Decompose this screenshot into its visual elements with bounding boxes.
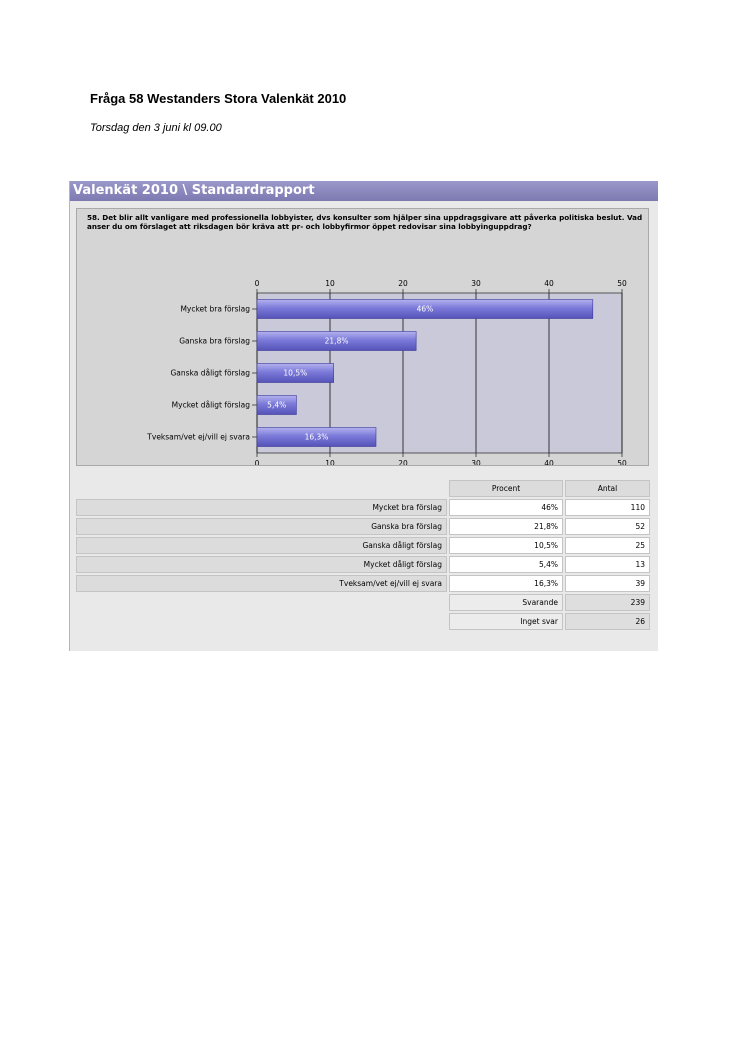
tick-label-top: 10 <box>325 279 335 288</box>
tick-label-top: 30 <box>471 279 481 288</box>
header-percent: Procent <box>449 480 563 497</box>
row-percent: 16,3% <box>449 575 563 592</box>
bar <box>256 331 417 351</box>
report-panel: Valenkät 2010 \ Standardrapport 58. Det … <box>69 181 658 651</box>
row-percent: 5,4% <box>449 556 563 573</box>
bar <box>256 427 377 447</box>
summary-value: 239 <box>565 594 650 611</box>
header-count: Antal <box>565 480 650 497</box>
bar-value-label: 10,5% <box>283 369 307 378</box>
tick-label-top: 20 <box>398 279 408 288</box>
row-label: Ganska dåligt förslag <box>76 537 447 554</box>
table-row: Ganska bra förslag 21,8% 52 <box>76 518 650 535</box>
row-percent: 21,8% <box>449 518 563 535</box>
table-row: Mycket dåligt förslag 5,4% 13 <box>76 556 650 573</box>
row-count: 110 <box>565 499 650 516</box>
row-percent: 10,5% <box>449 537 563 554</box>
row-label: Tveksam/vet ej/vill ej svara <box>76 575 447 592</box>
tick-label-top: 0 <box>255 279 260 288</box>
tick-label-bottom: 50 <box>617 459 627 465</box>
bar-value-label: 21,8% <box>325 337 349 346</box>
question-box: 58. Det blir allt vanligare med professi… <box>76 208 649 466</box>
stats-table: Procent Antal Mycket bra förslag 46% 110… <box>76 478 650 632</box>
category-label: Mycket bra förslag <box>180 305 250 314</box>
tick-label-bottom: 0 <box>255 459 260 465</box>
category-label: Mycket dåligt förslag <box>172 401 251 410</box>
summary-value: 26 <box>565 613 650 630</box>
document-title: Fråga 58 Westanders Stora Valenkät 2010 <box>90 91 347 106</box>
row-count: 52 <box>565 518 650 535</box>
bar-value-label: 46% <box>417 305 434 314</box>
table-row: Tveksam/vet ej/vill ej svara 16,3% 39 <box>76 575 650 592</box>
category-label: Ganska dåligt förslag <box>170 369 250 378</box>
summary-label: Inget svar <box>449 613 563 630</box>
tick-label-top: 50 <box>617 279 627 288</box>
summary-label: Svarande <box>449 594 563 611</box>
bar <box>256 395 297 415</box>
row-label: Mycket bra förslag <box>76 499 447 516</box>
tick-label-bottom: 20 <box>398 459 408 465</box>
summary-row: Svarande 239 <box>76 594 650 611</box>
row-count: 13 <box>565 556 650 573</box>
table-row: Mycket bra förslag 46% 110 <box>76 499 650 516</box>
bar-value-label: 16,3% <box>305 433 329 442</box>
tick-label-bottom: 30 <box>471 459 481 465</box>
category-label: Ganska bra förslag <box>179 337 250 346</box>
row-label: Ganska bra förslag <box>76 518 447 535</box>
tick-label-top: 40 <box>544 279 554 288</box>
header-spacer <box>76 480 447 497</box>
report-header: Valenkät 2010 \ Standardrapport <box>70 181 658 201</box>
category-label: Tveksam/vet ej/vill ej svara <box>146 433 250 442</box>
tick-label-bottom: 40 <box>544 459 554 465</box>
document-date: Torsdag den 3 juni kl 09.00 <box>90 122 222 134</box>
bar-chart: 0 0 10 10 20 20 30 30 40 40 50 50 Mycket bra förslag… <box>146 279 627 465</box>
table-row: Ganska dåligt förslag 10,5% 25 <box>76 537 650 554</box>
row-label: Mycket dåligt förslag <box>76 556 447 573</box>
row-percent: 46% <box>449 499 563 516</box>
summary-row: Inget svar 26 <box>76 613 650 630</box>
bar <box>256 299 594 319</box>
tick-label-bottom: 10 <box>325 459 335 465</box>
bar-value-label: 5,4% <box>267 401 286 410</box>
row-count: 39 <box>565 575 650 592</box>
row-count: 25 <box>565 537 650 554</box>
bar <box>256 363 334 383</box>
question-text: 58. Det blir allt vanligare med professi… <box>87 213 643 231</box>
table-header-row: Procent Antal <box>76 480 650 497</box>
